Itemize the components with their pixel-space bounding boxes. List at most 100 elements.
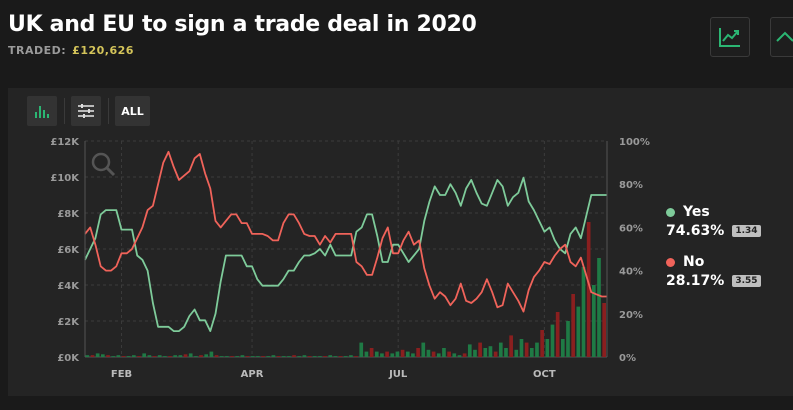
volume-bar (111, 356, 116, 357)
volume-bar (602, 303, 606, 357)
volume-bar (581, 267, 586, 357)
volume-bar (343, 356, 348, 357)
volume-bar (152, 356, 157, 357)
volume-bar (478, 342, 482, 357)
legend-no: No 28.17% 3.55 (666, 254, 761, 289)
volume-bar (416, 348, 420, 357)
filter-button[interactable] (71, 96, 101, 126)
percent-tick-label: 100% (619, 137, 650, 148)
volume-bar (183, 354, 188, 357)
volume-bar (483, 348, 488, 357)
volume-bars (85, 222, 606, 357)
volume-bar (405, 351, 410, 357)
volume-bar (571, 294, 575, 357)
bar-chart-icon (35, 106, 49, 118)
volume-bar (250, 356, 255, 357)
volume-bar (323, 356, 327, 357)
volume-tick-label: £10K (50, 173, 80, 184)
legend-yes-value: 74.63% (666, 223, 725, 239)
percent-tick-label: 60% (619, 223, 643, 234)
volume-bar (121, 356, 126, 357)
volume-bar (302, 355, 307, 357)
volume-bar (328, 355, 333, 357)
price-chart[interactable]: £0K £2K £4K £6K £8K £10K £12K 0% 20% 40% 60% 80% 10… (8, 88, 793, 396)
volume-bar (276, 356, 281, 357)
percent-axis: 0% 20% 40% 60% 80% 100% (606, 137, 650, 364)
volume-bar (540, 330, 544, 357)
volume-bar (586, 222, 591, 357)
volume-bar (256, 356, 260, 357)
bar-chart-toggle[interactable] (27, 96, 57, 126)
range-all-button[interactable]: ALL (115, 96, 150, 126)
volume-bar (364, 351, 369, 357)
volume-tick-label: £4K (57, 281, 80, 292)
volume-bar (333, 356, 338, 357)
volume-bar (209, 351, 214, 357)
volume-bar (591, 285, 596, 357)
volume-bar (266, 356, 271, 357)
volume-bar (101, 354, 105, 357)
volume-bar (535, 342, 539, 357)
volume-bar (95, 353, 100, 357)
legend-no-name: No (683, 254, 705, 270)
month-tick-label: APR (241, 369, 264, 380)
volume-bar (297, 356, 302, 357)
volume-bar (349, 355, 353, 357)
volume-tick-label: £2K (57, 317, 80, 328)
series-line-no (84, 150, 607, 313)
traded-info: TRADED: £120,626 (8, 44, 134, 57)
volume-bar (142, 353, 147, 357)
volume-bar (524, 342, 529, 357)
volume-bar (230, 356, 234, 357)
volume-bar (529, 348, 534, 357)
volume-bar (281, 356, 286, 357)
volume-bar (219, 356, 224, 357)
volume-bar (509, 335, 513, 357)
volume-bar (498, 342, 503, 357)
chevron-up-icon (776, 31, 793, 42)
traded-value: £120,626 (72, 44, 134, 57)
volume-bar (173, 355, 178, 357)
percent-tick-label: 0% (619, 353, 636, 364)
volume-bar (431, 351, 436, 357)
month-tick-label: JUL (388, 369, 408, 380)
volume-bar (292, 355, 296, 357)
volume-bar (436, 353, 441, 357)
volume-bar (380, 353, 384, 357)
chart-line-icon (719, 28, 740, 47)
percent-tick-label: 80% (619, 180, 643, 191)
volume-tick-label: £8K (57, 209, 80, 220)
volume-bar (85, 355, 90, 357)
chart-view-button[interactable] (710, 17, 750, 57)
volume-bar (318, 356, 322, 357)
volume-bar (245, 356, 250, 357)
volume-bar (411, 353, 415, 357)
volume-bar (447, 351, 451, 357)
volume-bar (287, 356, 291, 357)
sliders-icon (78, 104, 94, 118)
volume-tick-label: £0K (57, 353, 80, 364)
volume-bar (374, 351, 379, 357)
volume-bar (157, 355, 162, 357)
volume-bar (369, 348, 374, 357)
yes-dot (666, 207, 675, 217)
volume-bar (493, 351, 498, 357)
volume-bar (473, 349, 477, 357)
no-dot (666, 257, 675, 267)
volume-bar (467, 344, 472, 357)
volume-bar (457, 355, 462, 357)
percent-tick-label: 20% (619, 310, 643, 321)
zoom-icon[interactable] (91, 152, 116, 177)
month-tick-label: OCT (533, 369, 556, 380)
month-axis: FEB APR JUL OCT (111, 369, 556, 380)
volume-bar (116, 355, 121, 357)
volume-tick-label: £12K (50, 137, 80, 148)
volume-bar (385, 351, 389, 357)
volume-bar (519, 339, 524, 357)
volume-bar (188, 353, 193, 357)
volume-bar (560, 339, 565, 357)
volume-bar (359, 342, 364, 357)
price-lines (84, 150, 607, 333)
chart-grid (85, 140, 607, 358)
expand-button[interactable] (770, 17, 793, 57)
